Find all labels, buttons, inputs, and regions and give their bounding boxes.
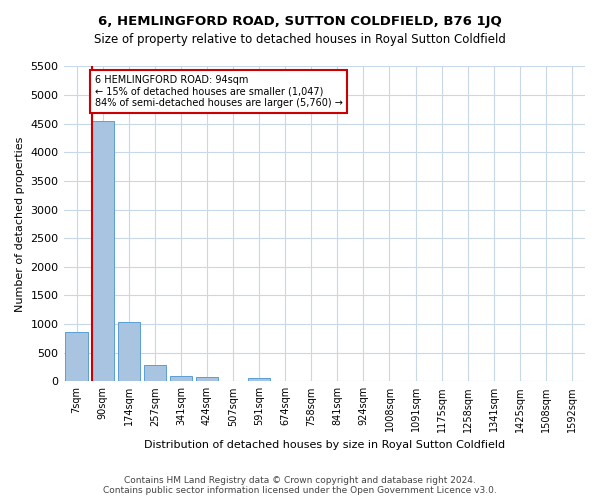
Bar xyxy=(196,376,218,382)
Y-axis label: Number of detached properties: Number of detached properties xyxy=(15,136,25,312)
X-axis label: Distribution of detached houses by size in Royal Sutton Coldfield: Distribution of detached houses by size … xyxy=(144,440,505,450)
Bar xyxy=(248,378,270,382)
Bar xyxy=(118,322,140,382)
Bar xyxy=(92,122,114,382)
Text: 6 HEMLINGFORD ROAD: 94sqm
← 15% of detached houses are smaller (1,047)
84% of se: 6 HEMLINGFORD ROAD: 94sqm ← 15% of detac… xyxy=(95,75,343,108)
Bar xyxy=(65,332,88,382)
Bar xyxy=(170,376,192,382)
Text: Size of property relative to detached houses in Royal Sutton Coldfield: Size of property relative to detached ho… xyxy=(94,32,506,46)
Text: 6, HEMLINGFORD ROAD, SUTTON COLDFIELD, B76 1JQ: 6, HEMLINGFORD ROAD, SUTTON COLDFIELD, B… xyxy=(98,15,502,28)
Bar xyxy=(144,366,166,382)
Text: Contains HM Land Registry data © Crown copyright and database right 2024.
Contai: Contains HM Land Registry data © Crown c… xyxy=(103,476,497,495)
